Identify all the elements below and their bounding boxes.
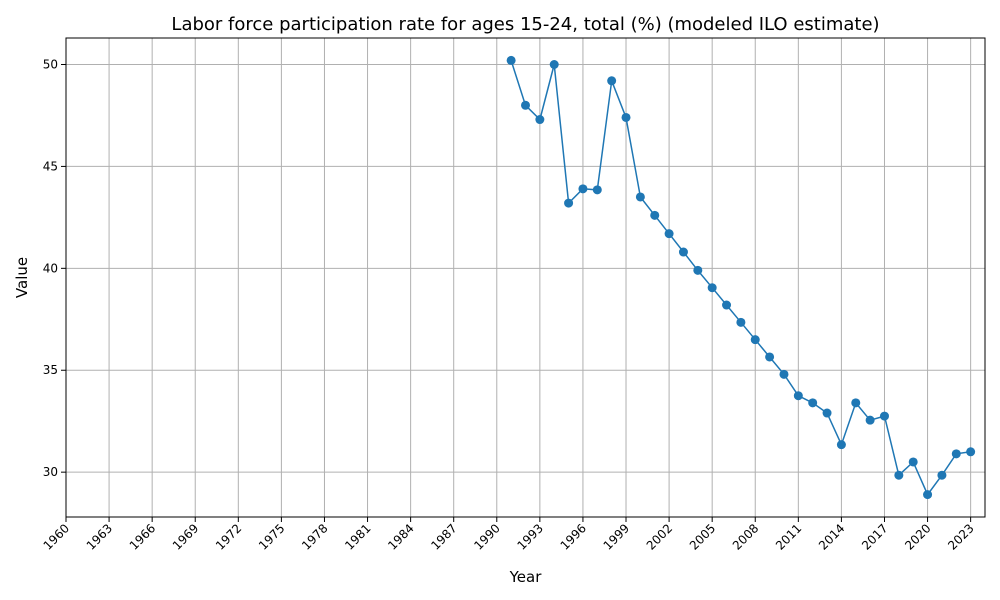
x-tick-label: 2023 <box>945 521 976 552</box>
data-point <box>736 317 746 327</box>
data-point <box>564 198 574 208</box>
data-point <box>765 352 775 362</box>
data-point <box>923 490 933 500</box>
data-point <box>836 440 846 450</box>
chart-title: Labor force participation rate for ages … <box>171 14 879 35</box>
x-tick-label: 2017 <box>859 521 890 552</box>
x-tick-label: 2011 <box>773 521 804 552</box>
x-tick-label: 1960 <box>41 521 72 552</box>
data-point <box>937 470 947 480</box>
data-point <box>894 470 904 480</box>
data-point <box>578 184 588 194</box>
x-tick-label: 1975 <box>256 521 287 552</box>
x-tick-label: 1969 <box>170 521 201 552</box>
x-tick-label: 2020 <box>902 521 933 552</box>
series-line <box>510 60 971 497</box>
plot-frame <box>65 37 986 518</box>
data-point <box>851 398 861 408</box>
data-point <box>951 449 961 459</box>
y-tick-label: 35 <box>43 363 58 377</box>
x-tick-label: 2005 <box>687 521 718 552</box>
x-tick-label: 1984 <box>385 521 416 552</box>
x-tick-label: 1978 <box>299 521 330 552</box>
x-tick-label: 1972 <box>213 521 244 552</box>
x-tick-label: 1999 <box>601 521 632 552</box>
x-axis-ticks: 1960 1963 1966 1969 1972 1975 1978 1981 1984 1987… <box>41 517 977 553</box>
x-tick-label: 1990 <box>471 521 502 552</box>
data-point <box>822 408 832 418</box>
data-point <box>521 100 530 110</box>
y-axis-ticks: 30 35 40 45 50 <box>43 57 66 479</box>
y-tick-label: 30 <box>43 465 58 479</box>
data-point <box>865 415 875 425</box>
x-tick-label: 2008 <box>730 521 761 552</box>
x-tick-label: 1966 <box>127 521 158 552</box>
data-point <box>693 265 703 275</box>
series-layer <box>506 55 976 500</box>
data-point <box>779 369 789 379</box>
x-tick-label: 2014 <box>816 521 847 552</box>
x-tick-label: 1981 <box>342 521 373 552</box>
y-axis-label: Value <box>13 257 31 298</box>
data-point <box>535 115 545 125</box>
data-point <box>621 112 631 122</box>
x-tick-label: 1996 <box>558 521 589 552</box>
y-tick-label: 40 <box>43 261 58 275</box>
data-point <box>650 210 660 220</box>
data-point <box>635 192 645 202</box>
x-tick-label: 1987 <box>428 521 459 552</box>
data-point <box>664 229 674 239</box>
data-point <box>879 411 889 421</box>
x-tick-label: 2002 <box>644 521 675 552</box>
x-tick-label: 1993 <box>514 521 545 552</box>
data-point <box>966 447 976 457</box>
data-point <box>707 283 717 293</box>
grid-lines <box>65 38 985 517</box>
data-point <box>678 247 688 257</box>
data-point <box>549 59 559 69</box>
x-axis-label: Year <box>509 568 543 586</box>
y-tick-label: 45 <box>43 159 58 173</box>
data-point <box>722 300 732 310</box>
data-point <box>750 335 760 345</box>
data-point <box>808 398 818 408</box>
x-tick-label: 1963 <box>84 521 115 552</box>
data-point <box>793 391 803 401</box>
data-point <box>506 55 516 65</box>
data-point <box>592 185 602 195</box>
data-point <box>908 457 918 467</box>
y-tick-label: 50 <box>43 57 58 71</box>
data-point <box>607 76 617 86</box>
